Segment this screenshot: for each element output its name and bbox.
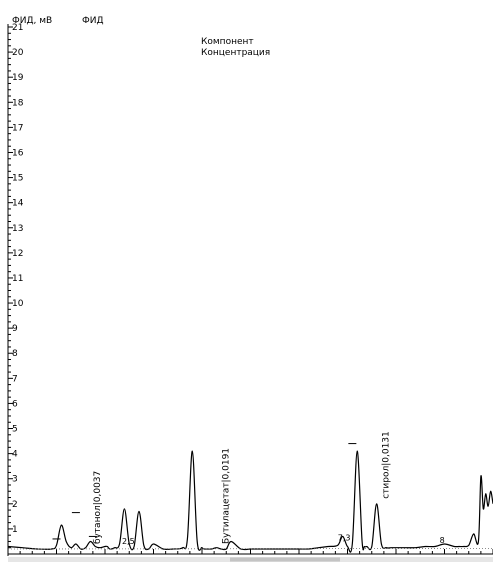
y-tick-label: 20 bbox=[12, 48, 24, 58]
y-tick-label: 21 bbox=[12, 23, 23, 33]
retention-marker: 2,5 bbox=[122, 537, 135, 546]
signal-series bbox=[7, 450, 493, 553]
y-tick-label: 19 bbox=[12, 73, 24, 83]
legend-concentration: Концентрация bbox=[201, 48, 270, 58]
legend-component: Компонент bbox=[201, 37, 254, 47]
y-tick-label: 11 bbox=[12, 274, 23, 284]
y-tick-label: 18 bbox=[12, 98, 24, 108]
detector-label: ФИД bbox=[82, 16, 104, 26]
peak-label: Бутилацетат|0,0191 bbox=[222, 448, 232, 544]
x-axis-ticks bbox=[7, 549, 493, 554]
peak-label: стирол|0,0131 bbox=[382, 431, 392, 499]
integration-marks bbox=[52, 443, 357, 540]
y-tick-label: 7 bbox=[12, 374, 18, 384]
y-tick-label: 2 bbox=[12, 500, 18, 510]
y-tick-label: 12 bbox=[12, 249, 23, 259]
peak-labels: бутанол|0,0037 Бутилацетат|0,0191 стирол|0… bbox=[93, 431, 392, 544]
y-tick-label: 3 bbox=[12, 475, 18, 485]
y-tick-label: 1 bbox=[12, 525, 18, 535]
peak-label: бутанол|0,0037 bbox=[93, 471, 103, 544]
y-tick-label: 9 bbox=[12, 324, 18, 334]
retention-marker: 7,3 bbox=[338, 533, 351, 542]
y-tick-label: 8 bbox=[12, 349, 18, 359]
y-tick-label: 15 bbox=[12, 174, 23, 184]
y-tick-label: 17 bbox=[12, 123, 23, 133]
y-tick-label: 14 bbox=[12, 199, 24, 209]
y-tick-label: 5 bbox=[12, 425, 18, 435]
y-tick-label: 13 bbox=[12, 224, 23, 234]
scrollbar-thumb[interactable] bbox=[230, 557, 340, 562]
retention-markers: 2,5 7,3 8 bbox=[122, 533, 445, 546]
retention-marker: 8 bbox=[440, 536, 445, 545]
y-tick-label: 4 bbox=[12, 450, 18, 460]
signal-line bbox=[7, 450, 493, 553]
y-tick-label: 6 bbox=[12, 399, 18, 409]
y-tick-label: 10 bbox=[12, 299, 24, 309]
y-tick-label: 16 bbox=[12, 148, 24, 158]
y-axis-title: ФИД, мВ bbox=[12, 16, 52, 26]
